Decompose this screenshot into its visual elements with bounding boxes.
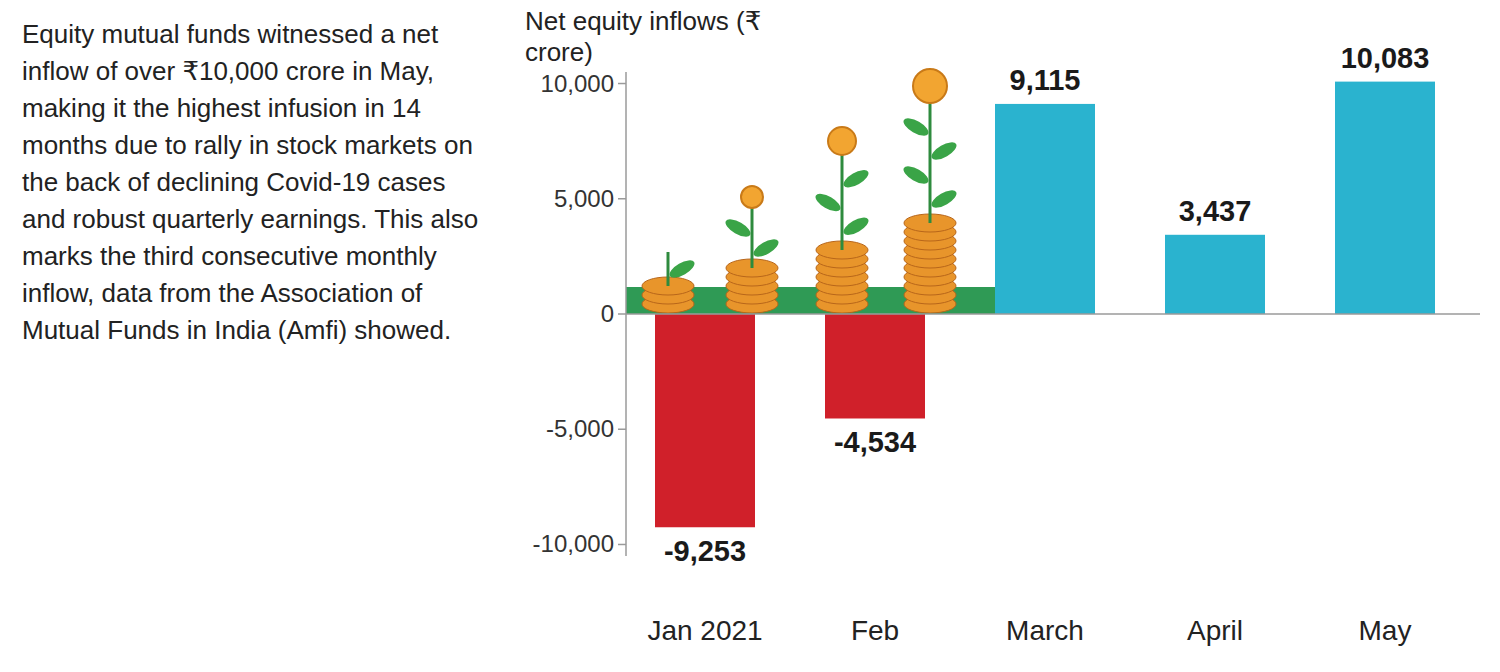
stem xyxy=(751,208,754,268)
y-axis-title: Net equity inflows (₹ crore) xyxy=(525,6,787,68)
stem xyxy=(929,103,932,223)
y-tick-label: -5,000 xyxy=(546,415,614,442)
leaf xyxy=(751,236,781,260)
y-tick-label: 5,000 xyxy=(554,185,614,212)
description: Equity mutual funds witnessed a net infl… xyxy=(22,16,492,349)
chart: -10,000 -5,000 0 5,000 10,000 Jan 2021 Feb Marc… xyxy=(0,0,1500,672)
y-tick-label: -10,000 xyxy=(533,530,614,557)
x-tick-label: Jan 2021 xyxy=(647,615,762,646)
x-tick-label: March xyxy=(1006,615,1084,646)
leaf xyxy=(901,115,931,139)
y-tick-label: 10,000 xyxy=(541,70,614,97)
bar xyxy=(655,314,755,527)
y-tick xyxy=(618,313,626,315)
leaf xyxy=(667,257,697,281)
x-tick-label: May xyxy=(1359,615,1412,646)
bar xyxy=(995,104,1095,314)
leaf xyxy=(929,187,959,211)
y-tick xyxy=(618,428,626,430)
y-tick xyxy=(618,83,626,85)
leaf xyxy=(901,163,931,187)
data-label: -4,534 xyxy=(834,426,916,458)
data-label: -9,253 xyxy=(664,535,746,567)
coin-flower xyxy=(913,69,947,103)
leaf xyxy=(929,139,959,163)
leaf xyxy=(723,216,753,240)
y-tick-label: 0 xyxy=(601,300,614,327)
bars xyxy=(655,82,1435,528)
x-tick-label: Feb xyxy=(851,615,899,646)
leaf xyxy=(841,167,871,191)
data-label: 10,083 xyxy=(1341,42,1430,74)
stem xyxy=(841,155,844,250)
bar xyxy=(1335,82,1435,314)
bar xyxy=(825,314,925,418)
coin-flower xyxy=(741,186,763,208)
data-label: 3,437 xyxy=(1179,195,1252,227)
stem xyxy=(667,252,670,286)
leaf xyxy=(841,214,871,238)
y-tick xyxy=(618,198,626,200)
leaf xyxy=(813,190,843,214)
data-label: 9,115 xyxy=(1010,64,1081,96)
coin-flower xyxy=(828,127,856,155)
zero-line xyxy=(626,313,1480,315)
bar xyxy=(1165,235,1265,314)
decoration xyxy=(626,69,1005,314)
x-tick-label: April xyxy=(1187,615,1243,646)
y-tick xyxy=(618,544,626,546)
